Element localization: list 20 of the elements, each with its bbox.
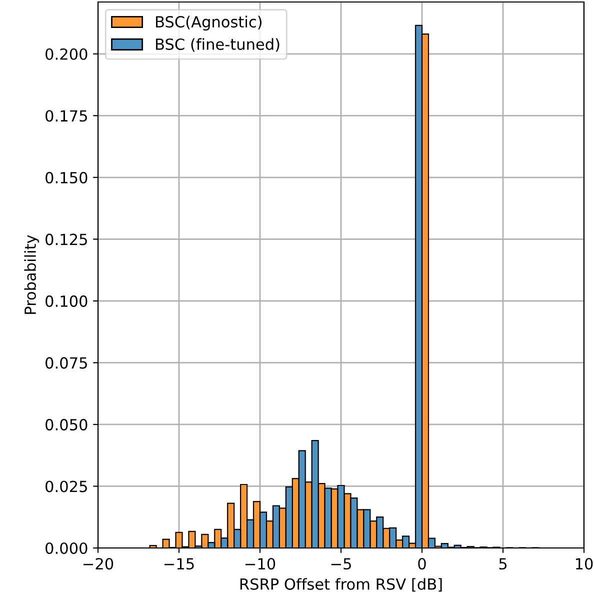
legend-label: BSC (fine-tuned) [156, 38, 280, 52]
y-tick-label: 0.050 [46, 418, 88, 430]
x-tick-label: −20 [83, 558, 114, 570]
x-tick-label: 10 [576, 558, 593, 570]
x-tick-label: −5 [331, 558, 351, 570]
y-tick-label: 0.075 [46, 357, 87, 369]
x-axis-title: RSRP Offset from RSV [dB] [240, 578, 442, 592]
x-tick-label: 5 [499, 558, 507, 570]
y-tick-label: 0.200 [46, 48, 88, 60]
y-tick-label: 0.025 [46, 480, 87, 492]
y-tick-label: 0.100 [46, 295, 88, 307]
y-tick-label: 0.125 [46, 234, 87, 246]
y-tick-label: 0.150 [46, 172, 88, 184]
y-tick-label: 0.000 [46, 542, 88, 554]
legend-label: BSC(Agnostic) [156, 16, 262, 31]
x-tick-label: −10 [245, 558, 276, 570]
y-tick-label: 0.175 [46, 110, 87, 122]
x-tick-label: 0 [418, 558, 426, 570]
y-axis-title: Probability [24, 235, 39, 314]
x-tick-label: −15 [164, 558, 194, 570]
